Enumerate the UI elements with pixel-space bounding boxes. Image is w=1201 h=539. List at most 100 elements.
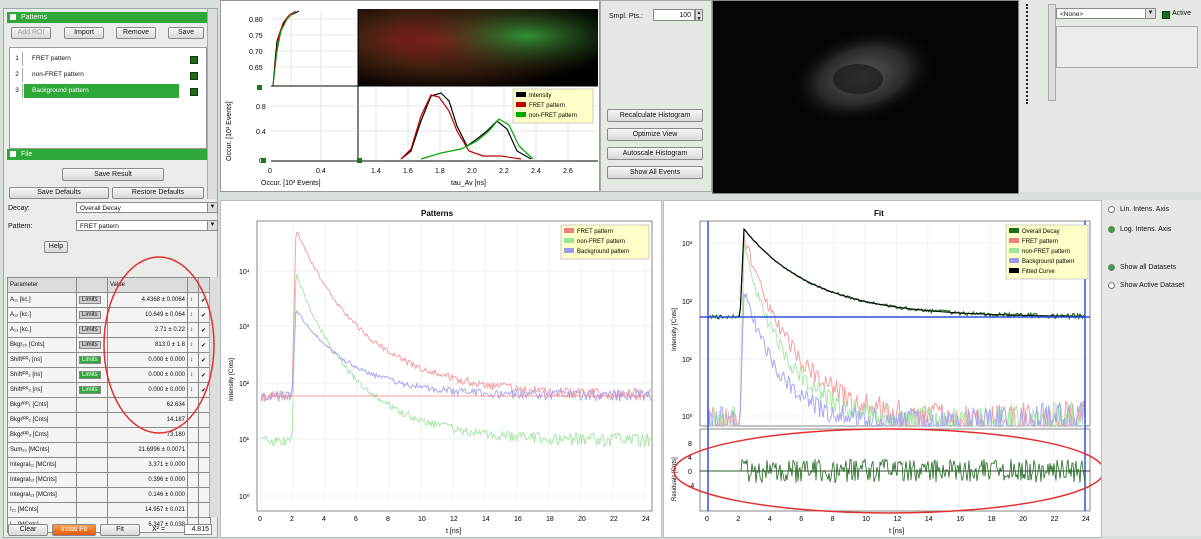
parameter-row[interactable]: A₁₂ [kc.] Limits 10.649 ± 0.064 ↕ ✔ bbox=[7, 307, 211, 323]
add-roi-button[interactable]: Add ROI bbox=[11, 27, 51, 39]
parameter-row[interactable]: Integral₁₁ [MCnts] 3.371 ± 0.000 bbox=[7, 457, 211, 473]
show-all-radio[interactable] bbox=[1108, 264, 1115, 271]
x-tick: 12 bbox=[450, 516, 458, 523]
background-pattern-curve bbox=[260, 309, 652, 403]
stepper-icon[interactable]: ▲ ▼ bbox=[695, 9, 703, 22]
import-button[interactable]: Import bbox=[64, 27, 104, 39]
x-tick-left-0: 0 bbox=[268, 168, 272, 175]
chevron-down-icon[interactable]: ▼ bbox=[207, 203, 217, 212]
param-value[interactable]: 21.6996 ± 0.0071 bbox=[107, 442, 188, 458]
file-header[interactable]: File bbox=[7, 149, 207, 160]
recalculate-histogram-button[interactable]: Recalculate Histogram bbox=[607, 109, 703, 122]
smpl-pts-input[interactable]: 100 bbox=[653, 9, 695, 21]
limits-button[interactable]: Limits bbox=[79, 296, 101, 304]
parameter-row[interactable]: Shiftᴵᴿᴿ₂ [ns] Limits 0.000 ± 0.000 ↕ ✔ bbox=[7, 367, 211, 383]
pat-legend-bkg: Background pattern bbox=[577, 249, 629, 255]
x-tick: 8 bbox=[831, 516, 835, 523]
y-tick: 10¹ bbox=[682, 357, 693, 364]
image-view[interactable] bbox=[712, 0, 1019, 194]
info-box bbox=[1056, 26, 1198, 68]
log-axis-radio[interactable] bbox=[1108, 226, 1115, 233]
pattern-checkbox-3[interactable] bbox=[190, 88, 198, 96]
parameter-row[interactable]: Bkgrᴵᴿᴿ₁ [Cnts] 62.634 bbox=[7, 397, 211, 413]
save-result-button[interactable]: Save Result bbox=[62, 168, 164, 181]
right-options: Lin. Intens. Axis Log. Intens. Axis Show… bbox=[1102, 200, 1201, 536]
param-value[interactable]: 0.146 ± 0.000 bbox=[107, 487, 188, 503]
marker-icon[interactable] bbox=[357, 158, 362, 163]
remove-button[interactable]: Remove bbox=[116, 27, 156, 39]
marker-icon[interactable] bbox=[261, 158, 266, 163]
parameter-row[interactable]: Integral₁₃ [MCnts] 0.146 ± 0.000 bbox=[7, 487, 211, 503]
y-tick-bottom-0: 0.8 bbox=[256, 104, 266, 111]
marker-icon[interactable] bbox=[257, 85, 262, 90]
stepper-icon[interactable] bbox=[187, 502, 199, 518]
parameter-row[interactable]: I₂₁ [MCnts] 14.957 ± 0.021 bbox=[7, 502, 211, 518]
active-checkbox[interactable] bbox=[1162, 11, 1170, 19]
splitter-handle[interactable] bbox=[1026, 4, 1030, 104]
pattern-label: Pattern: bbox=[8, 223, 33, 230]
x-tick: 2 bbox=[290, 516, 294, 523]
pattern-checkbox-1[interactable] bbox=[190, 56, 198, 64]
nonfret-pattern-curve bbox=[260, 274, 652, 449]
limits-button[interactable]: Limits bbox=[79, 386, 101, 394]
show-active-label: Show Active Dataset bbox=[1120, 282, 1185, 289]
pattern-row-3[interactable]: 3 Background pattern bbox=[10, 84, 206, 98]
chevron-down-icon[interactable]: ▼ bbox=[1145, 9, 1155, 18]
x-tick-left-1: 0.4 bbox=[316, 168, 326, 175]
vertical-scrollbar[interactable] bbox=[1048, 4, 1056, 101]
param-value[interactable]: 14.957 ± 0.021 bbox=[107, 502, 188, 518]
x-tick-main: 2.4 bbox=[531, 168, 541, 175]
help-button[interactable]: Help bbox=[44, 241, 68, 253]
collapse-icon[interactable] bbox=[10, 14, 16, 20]
show-active-radio[interactable] bbox=[1108, 282, 1115, 289]
param-value[interactable]: 0.396 ± 0.000 bbox=[107, 472, 188, 488]
pattern-select[interactable]: FRET pattern ▼ bbox=[76, 220, 218, 231]
initial-fit-button[interactable]: Initial Fit bbox=[52, 524, 96, 536]
parameter-row[interactable]: Integral₁₂ [MCnts] 0.396 ± 0.000 bbox=[7, 472, 211, 488]
limits-button[interactable]: Limits bbox=[79, 356, 101, 364]
histogram-x-ticks: 1.4 1.6 1.8 2.0 2.2 2.4 2.6 bbox=[371, 168, 573, 175]
stepper-icon[interactable] bbox=[187, 442, 199, 458]
pattern-row-2[interactable]: 2 non-FRET pattern bbox=[10, 68, 206, 82]
show-all-events-button[interactable]: Show All Events bbox=[607, 166, 703, 179]
pattern-checkbox-2[interactable] bbox=[190, 72, 198, 80]
parameter-row[interactable]: Sum₁₀ [MCnts] 21.6996 ± 0.0071 bbox=[7, 442, 211, 458]
parameter-row[interactable]: Bkgr₂₀ [Cnts] Limits 813.0 ± 1.8 ↕ ✔ bbox=[7, 337, 211, 353]
histogram-plots: 0.80 0.75 0.70 0.65 0.8 bbox=[221, 1, 599, 191]
collapse-icon[interactable] bbox=[10, 151, 16, 157]
pattern-row-1[interactable]: 1 FRET pattern bbox=[10, 52, 206, 66]
decay-select[interactable]: Overall Decay ▼ bbox=[76, 202, 218, 213]
param-name: I₂₁ [MCnts] bbox=[7, 502, 77, 518]
param-value[interactable]: 3.371 ± 0.000 bbox=[107, 457, 188, 473]
restore-defaults-button[interactable]: Restore Defaults bbox=[112, 187, 204, 199]
y-tick: 10⁴ bbox=[239, 269, 250, 276]
clear-button[interactable]: Clear bbox=[8, 524, 48, 536]
stepper-icon[interactable] bbox=[187, 472, 199, 488]
lin-axis-radio[interactable] bbox=[1108, 206, 1115, 213]
fit-legend-item: FRET pattern bbox=[1022, 239, 1058, 245]
limits-button[interactable]: Limits bbox=[79, 311, 101, 319]
optimize-view-button[interactable]: Optimize View bbox=[607, 128, 703, 141]
x-tick: 24 bbox=[1082, 516, 1090, 523]
fit-button[interactable]: Fit bbox=[100, 524, 140, 536]
parameter-row[interactable]: A₁₁ [kc.] Limits 4.4368 ± 0.0064 ↕ ✔ bbox=[7, 292, 211, 308]
chevron-down-icon[interactable]: ▼ bbox=[207, 221, 217, 230]
param-name: Shiftᴵᴿᴿ₁ [ns] bbox=[7, 352, 77, 368]
limits-button[interactable]: Limits bbox=[79, 341, 101, 349]
stepper-icon[interactable] bbox=[187, 487, 199, 503]
save-defaults-button[interactable]: Save Defaults bbox=[9, 187, 109, 199]
save-button[interactable]: Save bbox=[168, 27, 204, 39]
x-tick-main: 1.8 bbox=[435, 168, 445, 175]
autoscale-histogram-button[interactable]: Autoscale Histogram bbox=[607, 147, 703, 160]
stepper-icon[interactable] bbox=[187, 457, 199, 473]
table-scrollbar[interactable] bbox=[209, 277, 218, 517]
limits-button[interactable]: Limits bbox=[79, 326, 101, 334]
residuals-curve bbox=[708, 457, 1086, 483]
y-tick-top-0: 0.80 bbox=[249, 17, 263, 24]
fit-legend-item: non-FRET pattern bbox=[1022, 249, 1070, 255]
channel-select[interactable]: <None> ▼ bbox=[1056, 8, 1156, 19]
scrollbar[interactable] bbox=[207, 9, 217, 199]
limits-button[interactable]: Limits bbox=[79, 371, 101, 379]
patterns-header[interactable]: Patterns bbox=[7, 12, 207, 23]
fit-legend-item: Background pattern bbox=[1022, 259, 1074, 265]
